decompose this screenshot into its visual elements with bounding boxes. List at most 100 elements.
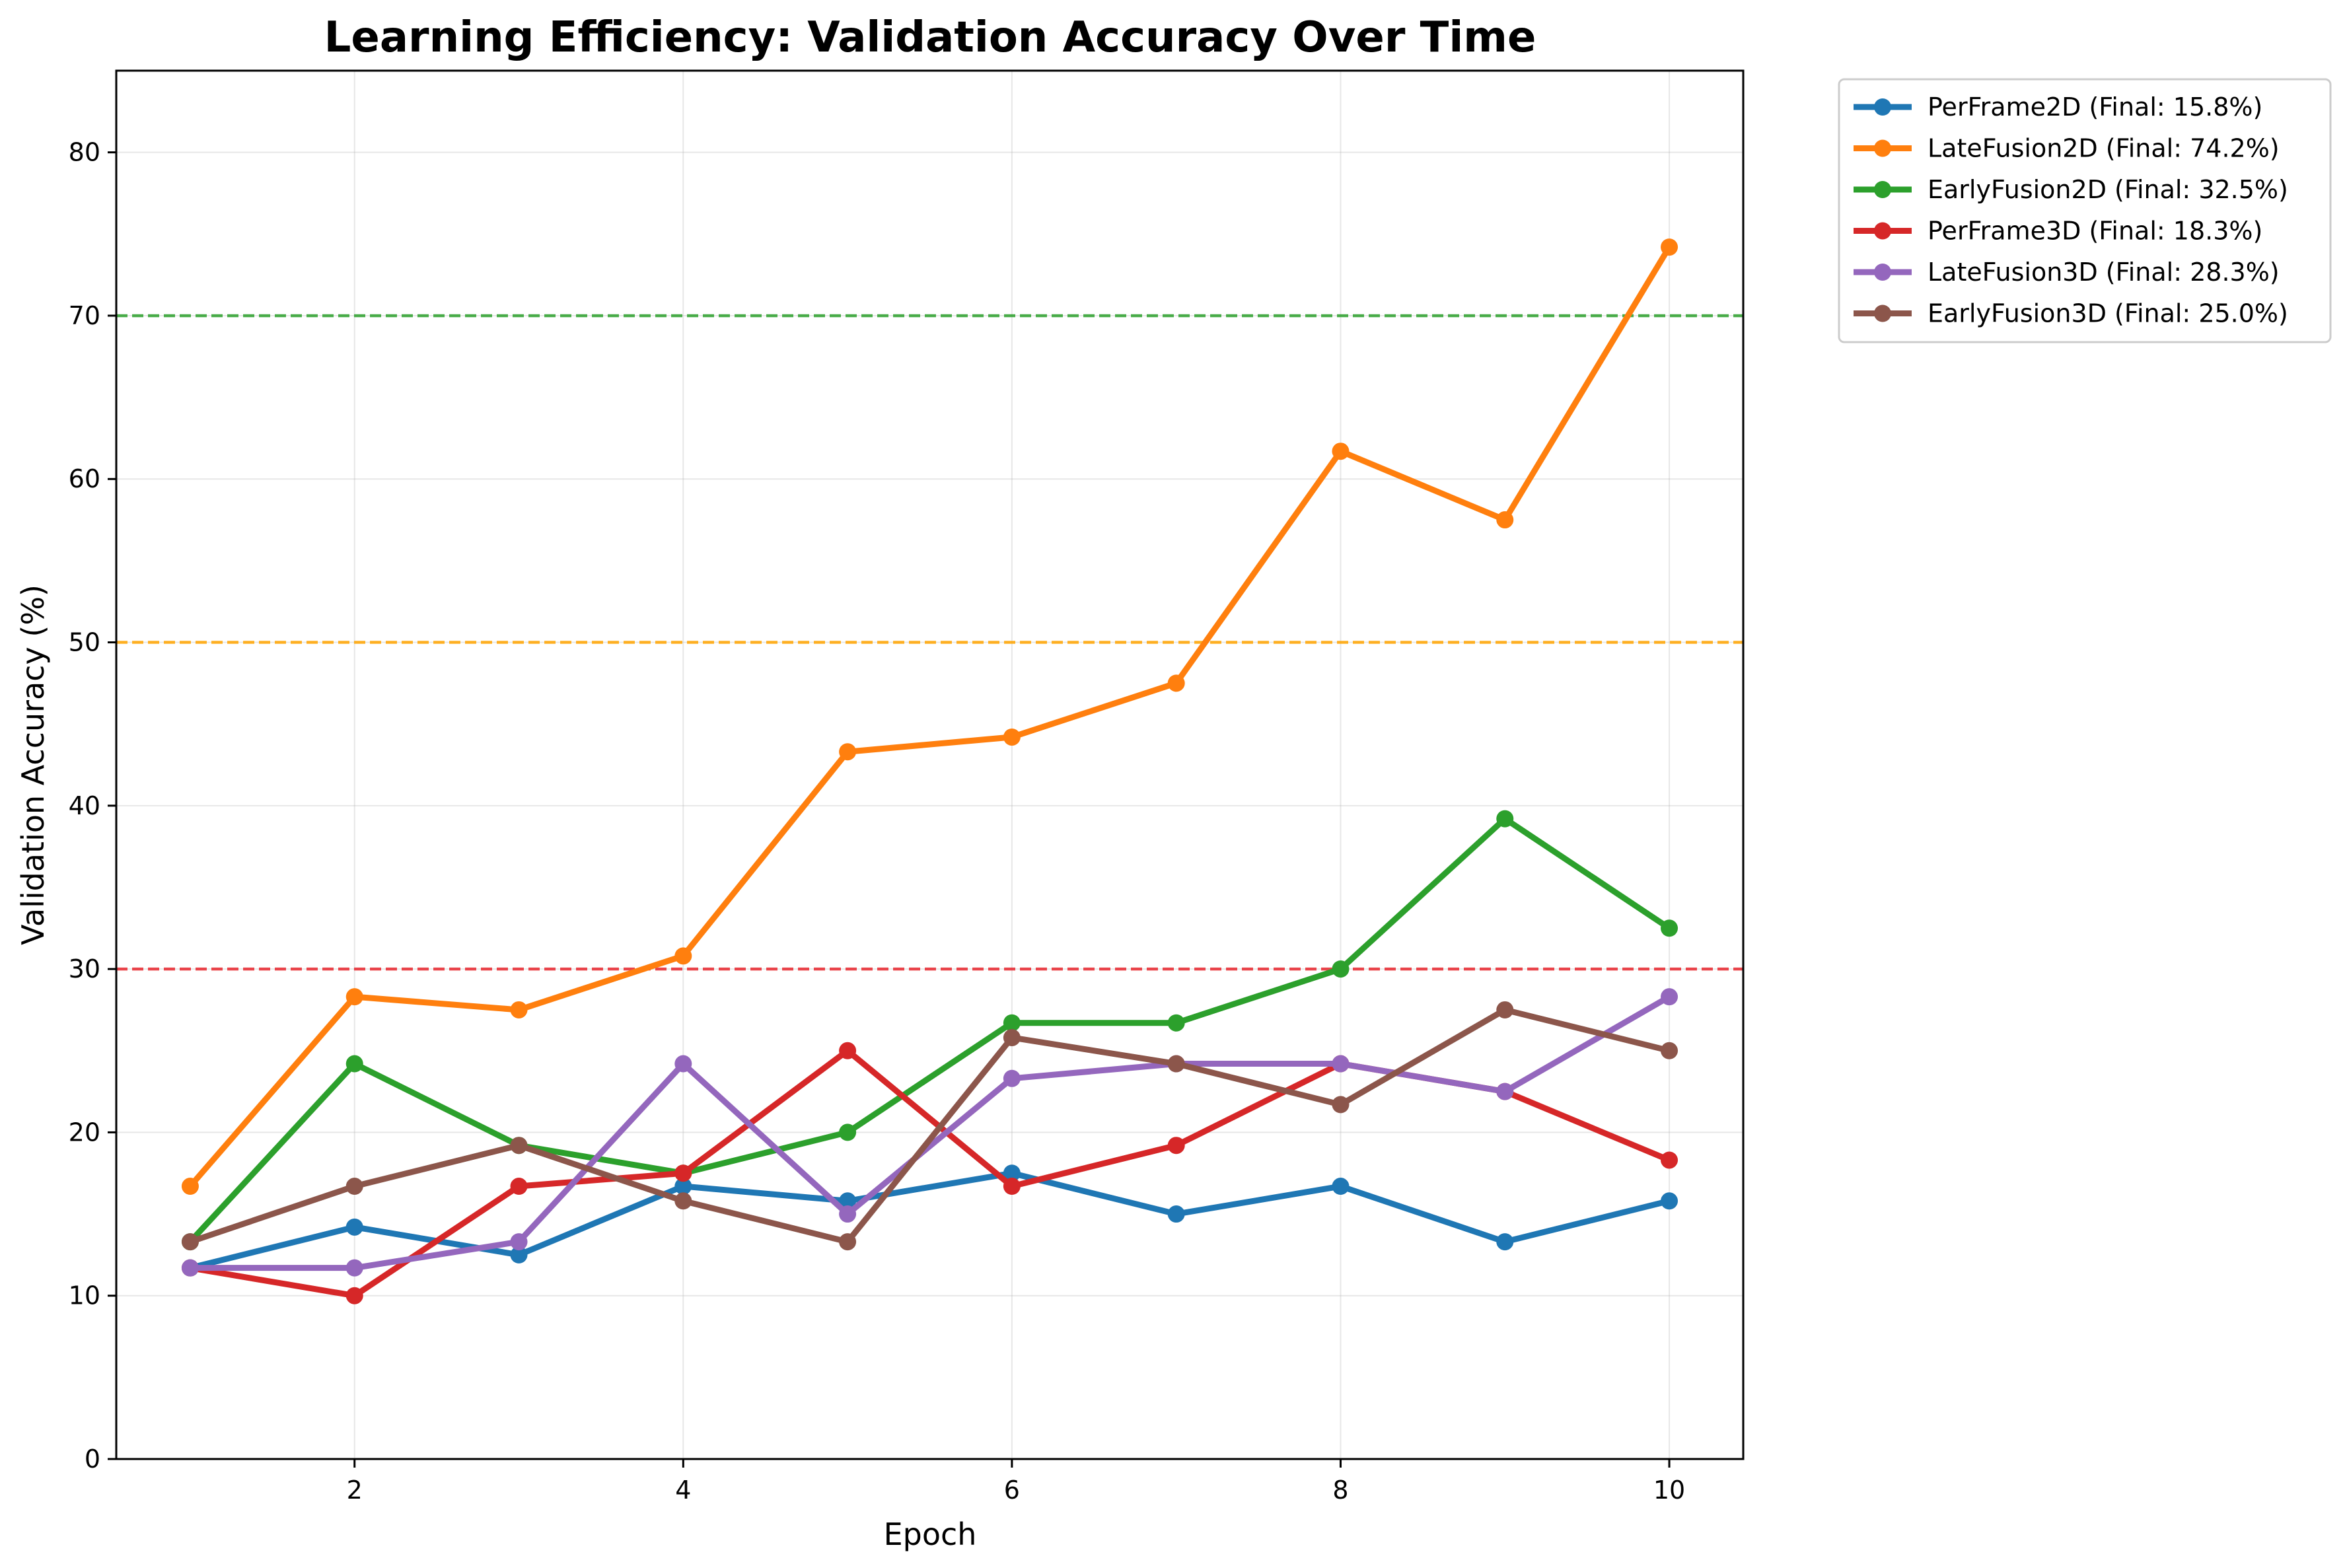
axis-ticks: 2 4 6 8 10 0 10 20 30 40 50 60 70 80 bbox=[69, 138, 1686, 1505]
y-tick-label: 0 bbox=[85, 1444, 100, 1474]
plot-frame bbox=[115, 69, 1745, 1460]
data-point bbox=[674, 1178, 692, 1195]
data-point bbox=[674, 1055, 692, 1073]
data-point bbox=[1003, 1028, 1021, 1046]
data-point bbox=[510, 1178, 528, 1195]
y-tick-label: 30 bbox=[69, 954, 100, 983]
series-2 bbox=[181, 238, 1678, 1195]
y-tick-label: 50 bbox=[69, 628, 100, 657]
x-axis-label: Epoch bbox=[884, 1516, 977, 1552]
data-point bbox=[1496, 1001, 1514, 1018]
data-point bbox=[839, 1205, 857, 1223]
x-tick-label: 10 bbox=[1653, 1476, 1685, 1505]
data-point bbox=[1332, 960, 1350, 978]
legend-marker bbox=[1874, 222, 1891, 240]
legend-item-3: EarlyFusion2D (Final: 32.5%) bbox=[1854, 175, 2288, 204]
data-point bbox=[839, 1192, 857, 1210]
y-tick-label: 20 bbox=[69, 1118, 100, 1147]
data-point bbox=[345, 1218, 363, 1236]
data-point bbox=[1332, 1178, 1350, 1195]
data-point bbox=[1661, 1042, 1678, 1059]
data-point bbox=[181, 1178, 199, 1195]
legend-items: PerFrame2D (Final: 15.8%) LateFusion2D (F… bbox=[1854, 92, 2288, 328]
y-tick-label: 60 bbox=[69, 464, 100, 493]
series-line bbox=[187, 244, 1673, 1190]
data-point bbox=[345, 1178, 363, 1195]
legend-label: PerFrame3D (Final: 18.3%) bbox=[1928, 217, 2262, 246]
data-point bbox=[1661, 919, 1678, 937]
y-tick-label: 70 bbox=[69, 301, 100, 330]
y-axis-label: Validation Accuracy (%) bbox=[15, 585, 51, 945]
y-tick-label: 40 bbox=[69, 791, 100, 820]
data-point bbox=[1661, 1151, 1678, 1169]
data-point bbox=[510, 1246, 528, 1264]
data-point bbox=[1167, 1014, 1185, 1032]
data-point bbox=[1003, 1164, 1021, 1182]
series-line bbox=[187, 1007, 1673, 1245]
data-point bbox=[345, 1055, 363, 1073]
data-point bbox=[1332, 1055, 1350, 1073]
data-point bbox=[1661, 1192, 1678, 1210]
data-point bbox=[1003, 728, 1021, 746]
data-point bbox=[1167, 1137, 1185, 1155]
y-tick-label: 10 bbox=[69, 1281, 100, 1310]
data-point bbox=[1167, 1205, 1185, 1223]
series-lines bbox=[181, 238, 1678, 1304]
legend-marker bbox=[1874, 139, 1891, 157]
legend-item-2: LateFusion2D (Final: 74.2%) bbox=[1854, 134, 2280, 163]
data-point bbox=[674, 947, 692, 965]
legend-item-5: LateFusion3D (Final: 28.3%) bbox=[1854, 258, 2280, 287]
data-point bbox=[1496, 1083, 1514, 1100]
data-point bbox=[510, 1233, 528, 1251]
data-point bbox=[839, 1233, 857, 1251]
data-point bbox=[345, 988, 363, 1006]
data-point bbox=[839, 1042, 857, 1059]
legend-item-4: PerFrame3D (Final: 18.3%) bbox=[1854, 217, 2262, 246]
legend-marker bbox=[1874, 181, 1891, 198]
legend-marker bbox=[1874, 304, 1891, 322]
data-point bbox=[1167, 1055, 1185, 1073]
series-line bbox=[187, 1170, 1673, 1271]
legend-label: EarlyFusion3D (Final: 25.0%) bbox=[1928, 299, 2288, 328]
data-point bbox=[674, 1192, 692, 1210]
data-point bbox=[1661, 988, 1678, 1006]
data-point bbox=[1496, 1233, 1514, 1251]
data-point bbox=[1332, 1096, 1350, 1114]
chart-title: Learning Efficiency: Validation Accuracy… bbox=[324, 13, 1536, 62]
x-tick-label: 8 bbox=[1332, 1476, 1348, 1505]
grid bbox=[116, 71, 1743, 1460]
legend: PerFrame2D (Final: 15.8%) LateFusion2D (F… bbox=[1838, 78, 2332, 343]
data-point bbox=[674, 1164, 692, 1182]
x-tick-label: 2 bbox=[347, 1476, 363, 1505]
data-point bbox=[345, 1287, 363, 1304]
data-point bbox=[345, 1259, 363, 1277]
data-point bbox=[839, 743, 857, 761]
data-point bbox=[1003, 1178, 1021, 1195]
series-6 bbox=[181, 1001, 1678, 1251]
data-point bbox=[1003, 1069, 1021, 1087]
legend-frame bbox=[1838, 78, 2332, 343]
legend-label: LateFusion3D (Final: 28.3%) bbox=[1928, 258, 2280, 287]
data-point bbox=[181, 1259, 199, 1277]
data-point bbox=[1496, 511, 1514, 529]
data-point bbox=[510, 1001, 528, 1018]
legend-label: PerFrame2D (Final: 15.8%) bbox=[1928, 92, 2262, 122]
legend-marker bbox=[1874, 98, 1891, 116]
x-tick-label: 6 bbox=[1004, 1476, 1020, 1505]
data-point bbox=[839, 1123, 857, 1141]
data-point bbox=[1167, 674, 1185, 692]
data-point bbox=[1661, 238, 1678, 256]
series-line bbox=[187, 816, 1673, 1245]
legend-label: LateFusion2D (Final: 74.2%) bbox=[1928, 134, 2280, 163]
data-point bbox=[1003, 1014, 1021, 1032]
legend-item-1: PerFrame2D (Final: 15.8%) bbox=[1854, 92, 2262, 122]
data-point bbox=[510, 1137, 528, 1155]
data-point bbox=[1332, 443, 1350, 460]
legend-marker bbox=[1874, 264, 1891, 281]
reference-lines bbox=[116, 314, 1743, 971]
x-tick-label: 4 bbox=[675, 1476, 691, 1505]
data-point bbox=[1496, 810, 1514, 828]
legend-label: EarlyFusion2D (Final: 32.5%) bbox=[1928, 175, 2288, 204]
series-line bbox=[187, 993, 1673, 1271]
